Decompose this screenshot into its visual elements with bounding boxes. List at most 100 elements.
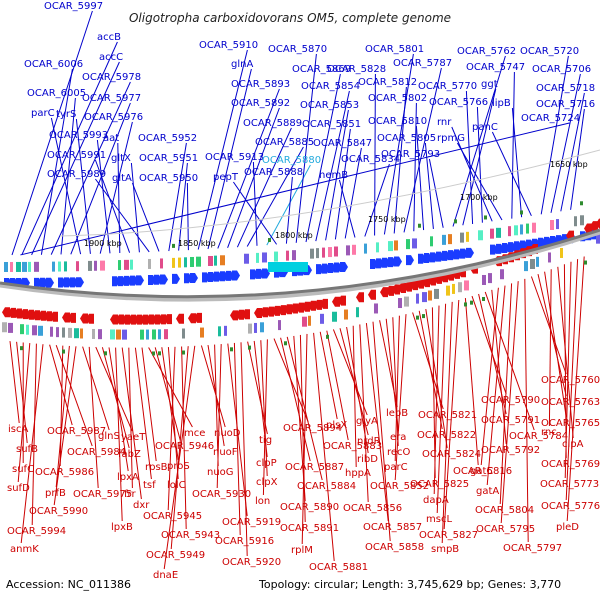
leader-line xyxy=(548,269,552,427)
leader-line xyxy=(167,347,179,480)
feature-block xyxy=(364,243,367,254)
gc-mark xyxy=(62,349,65,354)
feature-block xyxy=(394,240,398,251)
leader-line xyxy=(433,305,440,495)
feature-block xyxy=(466,231,469,242)
gene-label: OCAR_5990 xyxy=(29,506,88,517)
leader-line xyxy=(301,333,308,545)
gene-label: OCAR_5888 xyxy=(244,167,303,178)
gene-label: OCAR_6005 xyxy=(27,88,86,99)
feature-block xyxy=(322,247,325,258)
gene-label: OCAR_5762 xyxy=(457,46,516,57)
gene-label: prfB xyxy=(45,488,66,499)
leader-line xyxy=(451,126,493,222)
gene-label: OCAR_5760 xyxy=(541,375,600,386)
forward-gene-arrow xyxy=(136,275,144,286)
feature-block xyxy=(118,260,121,271)
reverse-gene-arrow xyxy=(110,314,118,325)
feature-block xyxy=(526,223,529,234)
gene-label: clpP xyxy=(256,458,277,469)
leader-line xyxy=(280,337,311,462)
gene-label: OCAR_5858 xyxy=(365,542,424,553)
leader-line xyxy=(214,344,219,467)
leader-line xyxy=(134,347,152,480)
leader-line xyxy=(70,102,131,255)
reverse-gene-arrow xyxy=(314,299,322,310)
gene-label: yaeT xyxy=(121,432,146,443)
gc-mark xyxy=(248,345,251,350)
reverse-gene-arrow xyxy=(44,311,52,322)
leader-line xyxy=(286,336,323,481)
feature-block xyxy=(508,226,511,237)
feature-block xyxy=(514,225,518,236)
gc-mark xyxy=(584,260,587,265)
gene-label: gatC xyxy=(470,466,493,477)
gene-label: OCAR_5769 xyxy=(541,459,600,470)
gene-label-highlighted: OCAR_5880 xyxy=(262,155,321,166)
leader-line xyxy=(117,142,121,254)
gene-label: dnaE xyxy=(153,570,178,581)
scale-label: 1850 kbp xyxy=(178,239,216,248)
feature-block xyxy=(208,255,213,266)
reverse-gene-arrow xyxy=(8,307,16,318)
gc-mark xyxy=(520,210,523,215)
leader-line xyxy=(564,261,572,479)
gene-label: OCAR_5977 xyxy=(82,93,141,104)
gene-label: OCAR_5765 xyxy=(541,418,600,429)
gc-mark xyxy=(104,351,107,356)
gene-label: OCAR_5824 xyxy=(422,449,481,460)
leader-line xyxy=(186,182,189,251)
feature-block xyxy=(10,261,13,272)
feature-block xyxy=(496,227,501,238)
leader-line xyxy=(560,92,585,212)
leader-line xyxy=(486,285,506,486)
reverse-gene-arrow xyxy=(68,312,76,323)
feature-block xyxy=(220,255,225,266)
reverse-gene-arrow xyxy=(62,312,70,323)
gene-label: OCAR_5791 xyxy=(481,415,540,426)
forward-gene-arrow xyxy=(340,261,348,272)
reverse-gene-arrow xyxy=(134,314,142,325)
leader-line xyxy=(566,256,585,522)
gene-label: OCAR_5787 xyxy=(393,58,452,69)
leader-line xyxy=(216,344,222,489)
feature-block xyxy=(158,329,161,340)
feature-block xyxy=(256,252,259,263)
top-gene-labels: OCAR_5997 accB accC OCAR_6006 OCAR_5978 … xyxy=(24,1,595,184)
leader-line xyxy=(60,97,76,255)
gene-label: OCAR_5978 xyxy=(82,72,141,83)
gene-label: OCAR_5946 xyxy=(155,441,214,452)
bottom-gene-labels: iscA sufB sufC sufD OCAR_5994 anmK OCAR_… xyxy=(7,375,600,581)
forward-gene-arrow xyxy=(232,270,240,281)
feature-block xyxy=(214,255,217,266)
gc-mark xyxy=(172,243,175,248)
gene-label: OCAR_5892 xyxy=(231,98,290,109)
leader-line xyxy=(148,347,193,428)
feature-block xyxy=(244,253,249,264)
feature-block xyxy=(524,261,528,272)
gene-label: OCAR_5773 xyxy=(540,479,599,490)
gene-label: OCAR_5951 xyxy=(139,153,198,164)
feature-block xyxy=(248,323,252,334)
feature-block xyxy=(34,261,39,272)
feature-block xyxy=(596,233,600,244)
gene-label: OCAR_5805 xyxy=(377,133,436,144)
gene-label: OCAR_5997 xyxy=(44,1,103,12)
leader-line xyxy=(565,259,579,501)
leader-line xyxy=(16,341,28,444)
reverse-gene-arrow xyxy=(158,314,166,325)
feature-block xyxy=(376,242,379,253)
gene-label: rpmG xyxy=(437,133,465,144)
leader-line xyxy=(544,271,567,418)
gc-mark xyxy=(152,351,155,356)
gene-label: rplM xyxy=(291,545,313,556)
gene-label: OCAR_5853 xyxy=(300,100,359,111)
gene-label: OCAR_5828 xyxy=(327,64,386,75)
feature-block xyxy=(16,261,21,272)
leader-line xyxy=(325,109,349,241)
gene-label: OCAR_5716 xyxy=(536,99,595,110)
gene-label: accC xyxy=(99,52,123,63)
gene-label: nrdR xyxy=(357,436,381,447)
gc-mark xyxy=(484,215,487,220)
gene-label: lpxA xyxy=(117,472,139,483)
